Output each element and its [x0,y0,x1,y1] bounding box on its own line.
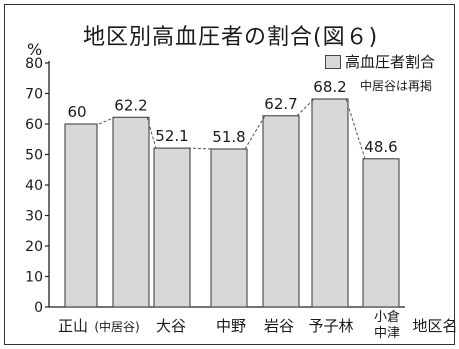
category-label: 中津 [374,326,400,341]
bar [311,98,349,308]
y-tick-label: 50 [25,148,43,164]
data-label: 62.7 [264,95,297,113]
category-label: 正山 [58,317,88,335]
connector-dash [146,117,157,149]
category-label: 岩谷 [264,317,294,335]
bar [112,116,150,308]
category-label: (中居谷) [94,319,139,334]
y-tick-label: 30 [25,209,43,225]
data-label: 48.6 [364,138,397,156]
legend: 高血圧者割合 [325,51,435,72]
chart-frame: 0 10 20 30 40 50 60 70 80 60 62.2 52.1 51.8 62.7 68.2… [4,4,456,345]
category-label: 中野 [216,317,246,335]
bar [64,123,98,308]
connector-dash [187,147,214,150]
connector-dash [98,116,116,125]
bar [362,158,400,308]
category-label: 大谷 [156,317,186,335]
category-label: 予子林 [308,317,353,335]
connector-dash [244,115,266,150]
y-tick-label: 80 [25,56,43,72]
connector-dash [345,98,366,159]
data-label: 68.2 [313,78,346,96]
chart-title: 地区別高血圧者の割合(図６) [83,25,379,50]
data-label: 60 [67,103,86,121]
category-label: 小倉 [374,310,400,325]
y-tick-label: 40 [25,178,43,194]
x-axis-title: 地区名 [412,317,456,335]
annotation-note: 中居谷は再掲 [360,79,433,93]
y-tick-label: 60 [25,117,43,133]
bar [153,147,191,308]
connector-dash [296,98,315,117]
legend-swatch [325,54,341,69]
legend-label: 高血圧者割合 [345,53,436,71]
bar [210,148,248,308]
data-label: 51.8 [212,128,245,146]
y-tick-label: 20 [25,239,43,255]
data-label: 62.2 [114,96,147,114]
y-tick-label: 0 [34,300,43,316]
bar-chart: 0 10 20 30 40 50 60 70 80 60 62.2 52.1 51.8 62.7 68.2… [25,56,456,341]
data-label: 52.1 [155,127,188,145]
y-tick-label: 70 [25,87,43,103]
y-tick-label: 10 [25,270,43,286]
bar [262,115,300,308]
y-axis-unit: % [27,40,43,59]
